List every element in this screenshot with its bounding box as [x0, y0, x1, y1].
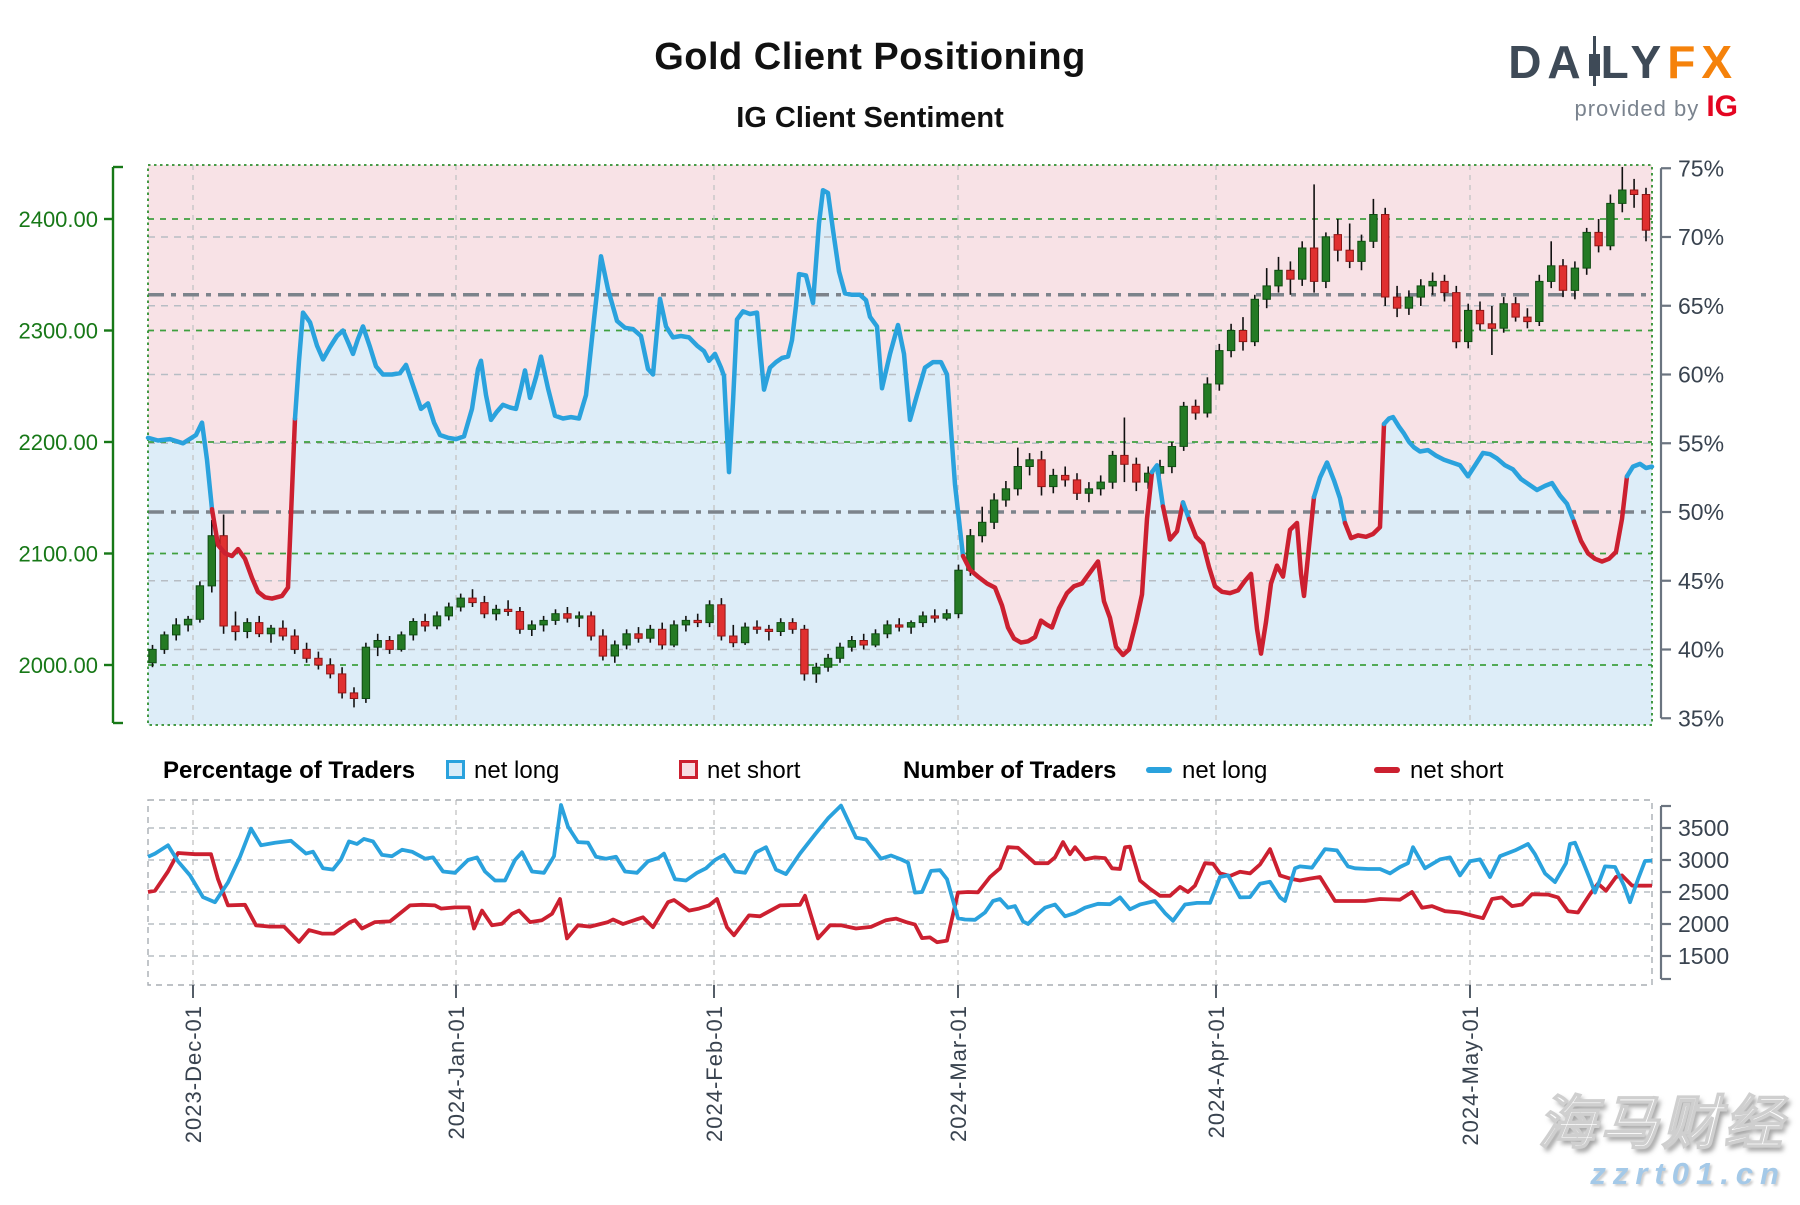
dailyfx-logo: DA LYFX provided by IG — [1508, 36, 1738, 124]
logo-fx: FX — [1667, 36, 1738, 88]
svg-text:2000: 2000 — [1678, 911, 1729, 937]
svg-text:35%: 35% — [1678, 705, 1724, 731]
watermark-url: zzrt01.cn — [1590, 1156, 1786, 1191]
svg-text:2000.00: 2000.00 — [18, 653, 98, 678]
chart-title: IG Client Sentiment — [736, 102, 1004, 134]
sentiment-line — [145, 187, 1655, 658]
date-axis: 2023-Dec-01 2024-Jan-01 2024-Feb-01 2024-Ma… — [181, 985, 1483, 1146]
sentiment-fills — [148, 165, 1652, 725]
svg-text:3500: 3500 — [1678, 815, 1729, 841]
svg-text:2024-Mar-01: 2024-Mar-01 — [946, 1005, 971, 1142]
svg-text:45%: 45% — [1678, 568, 1724, 594]
legend-num-net-long-label: net long — [1182, 757, 1268, 784]
traders-net-short-line — [147, 840, 1653, 945]
svg-text:40%: 40% — [1678, 637, 1724, 663]
legend-swatch-pct-net-short — [679, 760, 698, 779]
legend-pct-net-short-label: net short — [707, 757, 801, 784]
svg-text:55%: 55% — [1678, 430, 1724, 456]
svg-text:75%: 75% — [1678, 155, 1724, 181]
provided-by-text: provided by — [1574, 96, 1700, 121]
traders-net-long-line — [147, 803, 1653, 926]
legend-swatch-num-net-long — [1146, 767, 1172, 773]
svg-text:2024-May-01: 2024-May-01 — [1458, 1005, 1483, 1146]
svg-text:1500: 1500 — [1678, 943, 1729, 969]
svg-text:2024-Apr-01: 2024-Apr-01 — [1204, 1005, 1229, 1138]
svg-text:60%: 60% — [1678, 362, 1724, 388]
price-axis-left: 2400.00 2300.00 2200.00 2100.00 2000.00 — [18, 165, 123, 725]
dailyfx-wordmark: DA LYFX — [1508, 36, 1738, 86]
svg-text:65%: 65% — [1678, 293, 1724, 319]
svg-text:2200.00: 2200.00 — [18, 430, 98, 455]
svg-text:2100.00: 2100.00 — [18, 542, 98, 567]
price-plot-border — [147, 164, 1653, 726]
logo-da: DA — [1508, 36, 1587, 88]
legend-num-net-short-label: net short — [1410, 757, 1504, 784]
svg-text:2500: 2500 — [1678, 879, 1729, 905]
svg-text:50%: 50% — [1678, 499, 1724, 525]
candlestick-layer — [148, 167, 1651, 708]
legend-swatch-pct-net-long — [446, 760, 465, 779]
svg-text:2400.00: 2400.00 — [18, 207, 98, 232]
svg-text:2023-Dec-01: 2023-Dec-01 — [181, 1005, 206, 1143]
legend-swatch-num-net-short — [1374, 767, 1400, 773]
legend-number-of-traders: Number of Traders — [903, 757, 1117, 784]
percent-axis-right: 75% 70% 65% 60% 55% 50% 45% 40% 35% — [1659, 155, 1724, 731]
watermark-chinese: 海马财经 — [1537, 1091, 1786, 1156]
svg-text:3000: 3000 — [1678, 847, 1729, 873]
svg-text:2300.00: 2300.00 — [18, 319, 98, 344]
ig-logo: IG — [1706, 90, 1738, 123]
svg-text:2024-Jan-01: 2024-Jan-01 — [444, 1005, 469, 1140]
page-title: Gold Client Positioning — [654, 36, 1086, 78]
legend-pct-net-long-label: net long — [474, 757, 560, 784]
svg-text:2024-Feb-01: 2024-Feb-01 — [702, 1005, 727, 1142]
logo-ly: LY — [1600, 36, 1668, 88]
legend-percentage-of-traders: Percentage of Traders — [163, 757, 416, 784]
reference-lines — [148, 293, 1652, 514]
provided-by: provided by IG — [1508, 90, 1738, 124]
candlestick-icon — [1587, 36, 1601, 86]
traders-chart: 3500 3000 2500 2000 1500 — [147, 799, 1729, 986]
watermark: 海马财经 zzrt01.cn — [1537, 1091, 1786, 1194]
svg-text:70%: 70% — [1678, 224, 1724, 250]
